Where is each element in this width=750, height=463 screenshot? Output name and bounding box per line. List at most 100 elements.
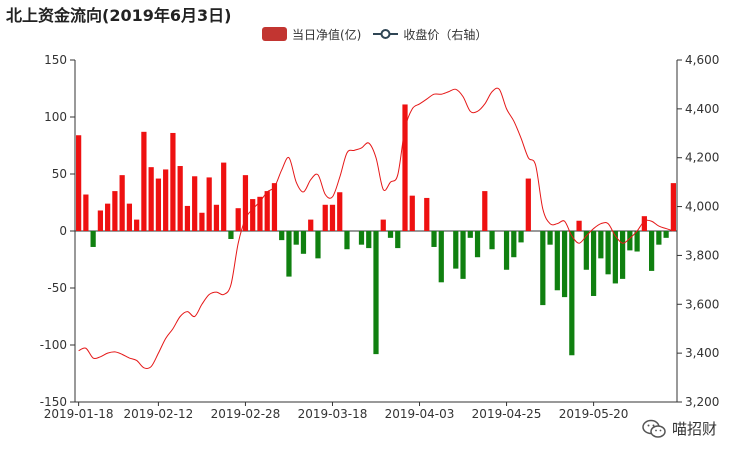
x-tick-label: 2019-04-03 bbox=[385, 407, 455, 421]
net-inflow-bar bbox=[286, 231, 292, 277]
right-y-tick-label: 4,400 bbox=[685, 102, 719, 116]
net-inflow-bar bbox=[474, 231, 481, 258]
net-inflow-bar bbox=[634, 231, 640, 252]
left-y-tick-label: 0 bbox=[59, 224, 67, 238]
net-inflow-bar bbox=[235, 208, 241, 231]
watermark-text: 喵招财 bbox=[672, 420, 718, 438]
right-y-tick-label: 4,000 bbox=[685, 200, 719, 214]
net-inflow-bar bbox=[134, 219, 140, 231]
net-inflow-bar bbox=[344, 231, 350, 250]
net-inflow-bar bbox=[119, 175, 125, 231]
left-y-tick-label: -150 bbox=[40, 395, 67, 409]
net-inflow-bars bbox=[76, 104, 676, 356]
net-inflow-bar bbox=[184, 205, 191, 231]
net-inflow-bar bbox=[402, 104, 408, 231]
net-inflow-bar bbox=[663, 231, 669, 238]
net-inflow-bar bbox=[199, 212, 205, 231]
net-inflow-bar bbox=[409, 195, 415, 231]
legend-label-close-price: 收盘价（右轴） bbox=[403, 27, 488, 42]
net-inflow-bar bbox=[590, 231, 597, 296]
net-inflow-bar bbox=[177, 166, 183, 231]
x-tick-label: 2019-03-18 bbox=[298, 407, 368, 421]
legend-item-close-price[interactable]: 收盘价（右轴） bbox=[373, 26, 487, 43]
net-inflow-bar bbox=[554, 231, 560, 291]
net-inflow-bar bbox=[271, 183, 278, 231]
x-tick-label: 2019-04-25 bbox=[472, 407, 542, 421]
net-inflow-bar bbox=[547, 231, 553, 245]
net-inflow-bar bbox=[213, 204, 220, 231]
net-inflow-bar bbox=[315, 231, 321, 259]
legend-line-marker-icon bbox=[373, 29, 399, 39]
left-y-tick-label: -100 bbox=[40, 338, 67, 352]
net-inflow-bar bbox=[366, 231, 372, 249]
net-inflow-bar bbox=[155, 178, 162, 231]
net-inflow-bar bbox=[467, 231, 473, 238]
legend-swatch-bar bbox=[262, 27, 287, 41]
net-inflow-bar bbox=[670, 183, 676, 231]
net-inflow-bar bbox=[489, 231, 495, 250]
x-tick-label: 2019-02-12 bbox=[124, 407, 194, 421]
net-inflow-bar bbox=[460, 231, 466, 279]
chart-title: 北上资金流向(2019年6月3日) bbox=[6, 6, 232, 25]
net-inflow-bar bbox=[112, 191, 118, 231]
close-price-line bbox=[78, 87, 674, 370]
net-inflow-bar bbox=[503, 231, 510, 270]
right-y-tick-label: 4,200 bbox=[685, 151, 719, 165]
net-inflow-bar bbox=[641, 216, 647, 231]
net-inflow-bar bbox=[649, 231, 655, 271]
chart-legend: 当日净值(亿) 收盘价（右轴） bbox=[262, 26, 499, 42]
net-inflow-bar bbox=[511, 231, 517, 258]
x-tick-label: 2019-01-18 bbox=[44, 407, 114, 421]
right-y-tick-label: 4,600 bbox=[685, 53, 719, 67]
legend-label-net-inflow: 当日净值(亿) bbox=[292, 27, 362, 42]
net-inflow-bar bbox=[605, 231, 611, 275]
net-inflow-bar bbox=[337, 192, 343, 231]
net-inflow-bar bbox=[518, 231, 524, 243]
net-inflow-bar bbox=[431, 231, 437, 247]
right-y-tick-label: 3,600 bbox=[685, 297, 719, 311]
wechat-icon bbox=[642, 419, 666, 438]
chart-axes: 150 100 50 0 -50 -100 -150 4,600 4,400 4,200 4,000… bbox=[40, 53, 720, 421]
net-inflow-bar bbox=[373, 231, 379, 355]
net-inflow-bar bbox=[424, 197, 430, 231]
net-inflow-bar bbox=[97, 210, 103, 231]
right-y-tick-label: 3,400 bbox=[685, 346, 719, 360]
net-inflow-bar bbox=[279, 231, 285, 241]
net-inflow-bar bbox=[242, 175, 249, 231]
watermark: 喵招财 bbox=[642, 418, 717, 439]
net-inflow-bar bbox=[525, 178, 531, 231]
net-inflow-bar bbox=[583, 231, 589, 270]
left-y-tick-label: -50 bbox=[47, 281, 67, 295]
legend-item-net-inflow[interactable]: 当日净值(亿) bbox=[262, 26, 361, 43]
net-inflow-bar bbox=[540, 231, 546, 306]
right-y-tick-label: 3,200 bbox=[685, 395, 719, 409]
net-inflow-bar bbox=[148, 167, 154, 231]
net-inflow-bar bbox=[612, 231, 618, 284]
net-inflow-bar bbox=[576, 220, 582, 231]
net-inflow-bar bbox=[598, 231, 604, 259]
net-inflow-bar bbox=[380, 219, 386, 231]
net-inflow-bar bbox=[453, 231, 459, 269]
net-inflow-bar bbox=[619, 231, 626, 279]
net-inflow-bar bbox=[228, 231, 234, 239]
net-inflow-bar bbox=[206, 177, 212, 231]
net-inflow-bar bbox=[105, 203, 111, 231]
net-inflow-bar bbox=[308, 219, 314, 231]
net-inflow-bar bbox=[395, 231, 401, 249]
net-inflow-bar bbox=[90, 231, 96, 247]
net-inflow-bar bbox=[627, 231, 633, 251]
net-inflow-bar bbox=[300, 231, 307, 254]
net-inflow-bar bbox=[482, 191, 488, 231]
net-inflow-bar bbox=[387, 231, 394, 238]
net-inflow-bar bbox=[561, 231, 568, 298]
close-price-series-line bbox=[78, 87, 674, 370]
left-y-tick-label: 50 bbox=[52, 167, 67, 181]
left-y-tick-label: 150 bbox=[44, 53, 67, 67]
net-inflow-bar bbox=[126, 203, 133, 231]
net-inflow-bar bbox=[358, 231, 365, 245]
net-inflow-bar bbox=[264, 191, 270, 231]
net-inflow-bar bbox=[438, 231, 444, 283]
net-inflow-bar bbox=[170, 132, 176, 231]
net-inflow-bar bbox=[192, 176, 198, 231]
